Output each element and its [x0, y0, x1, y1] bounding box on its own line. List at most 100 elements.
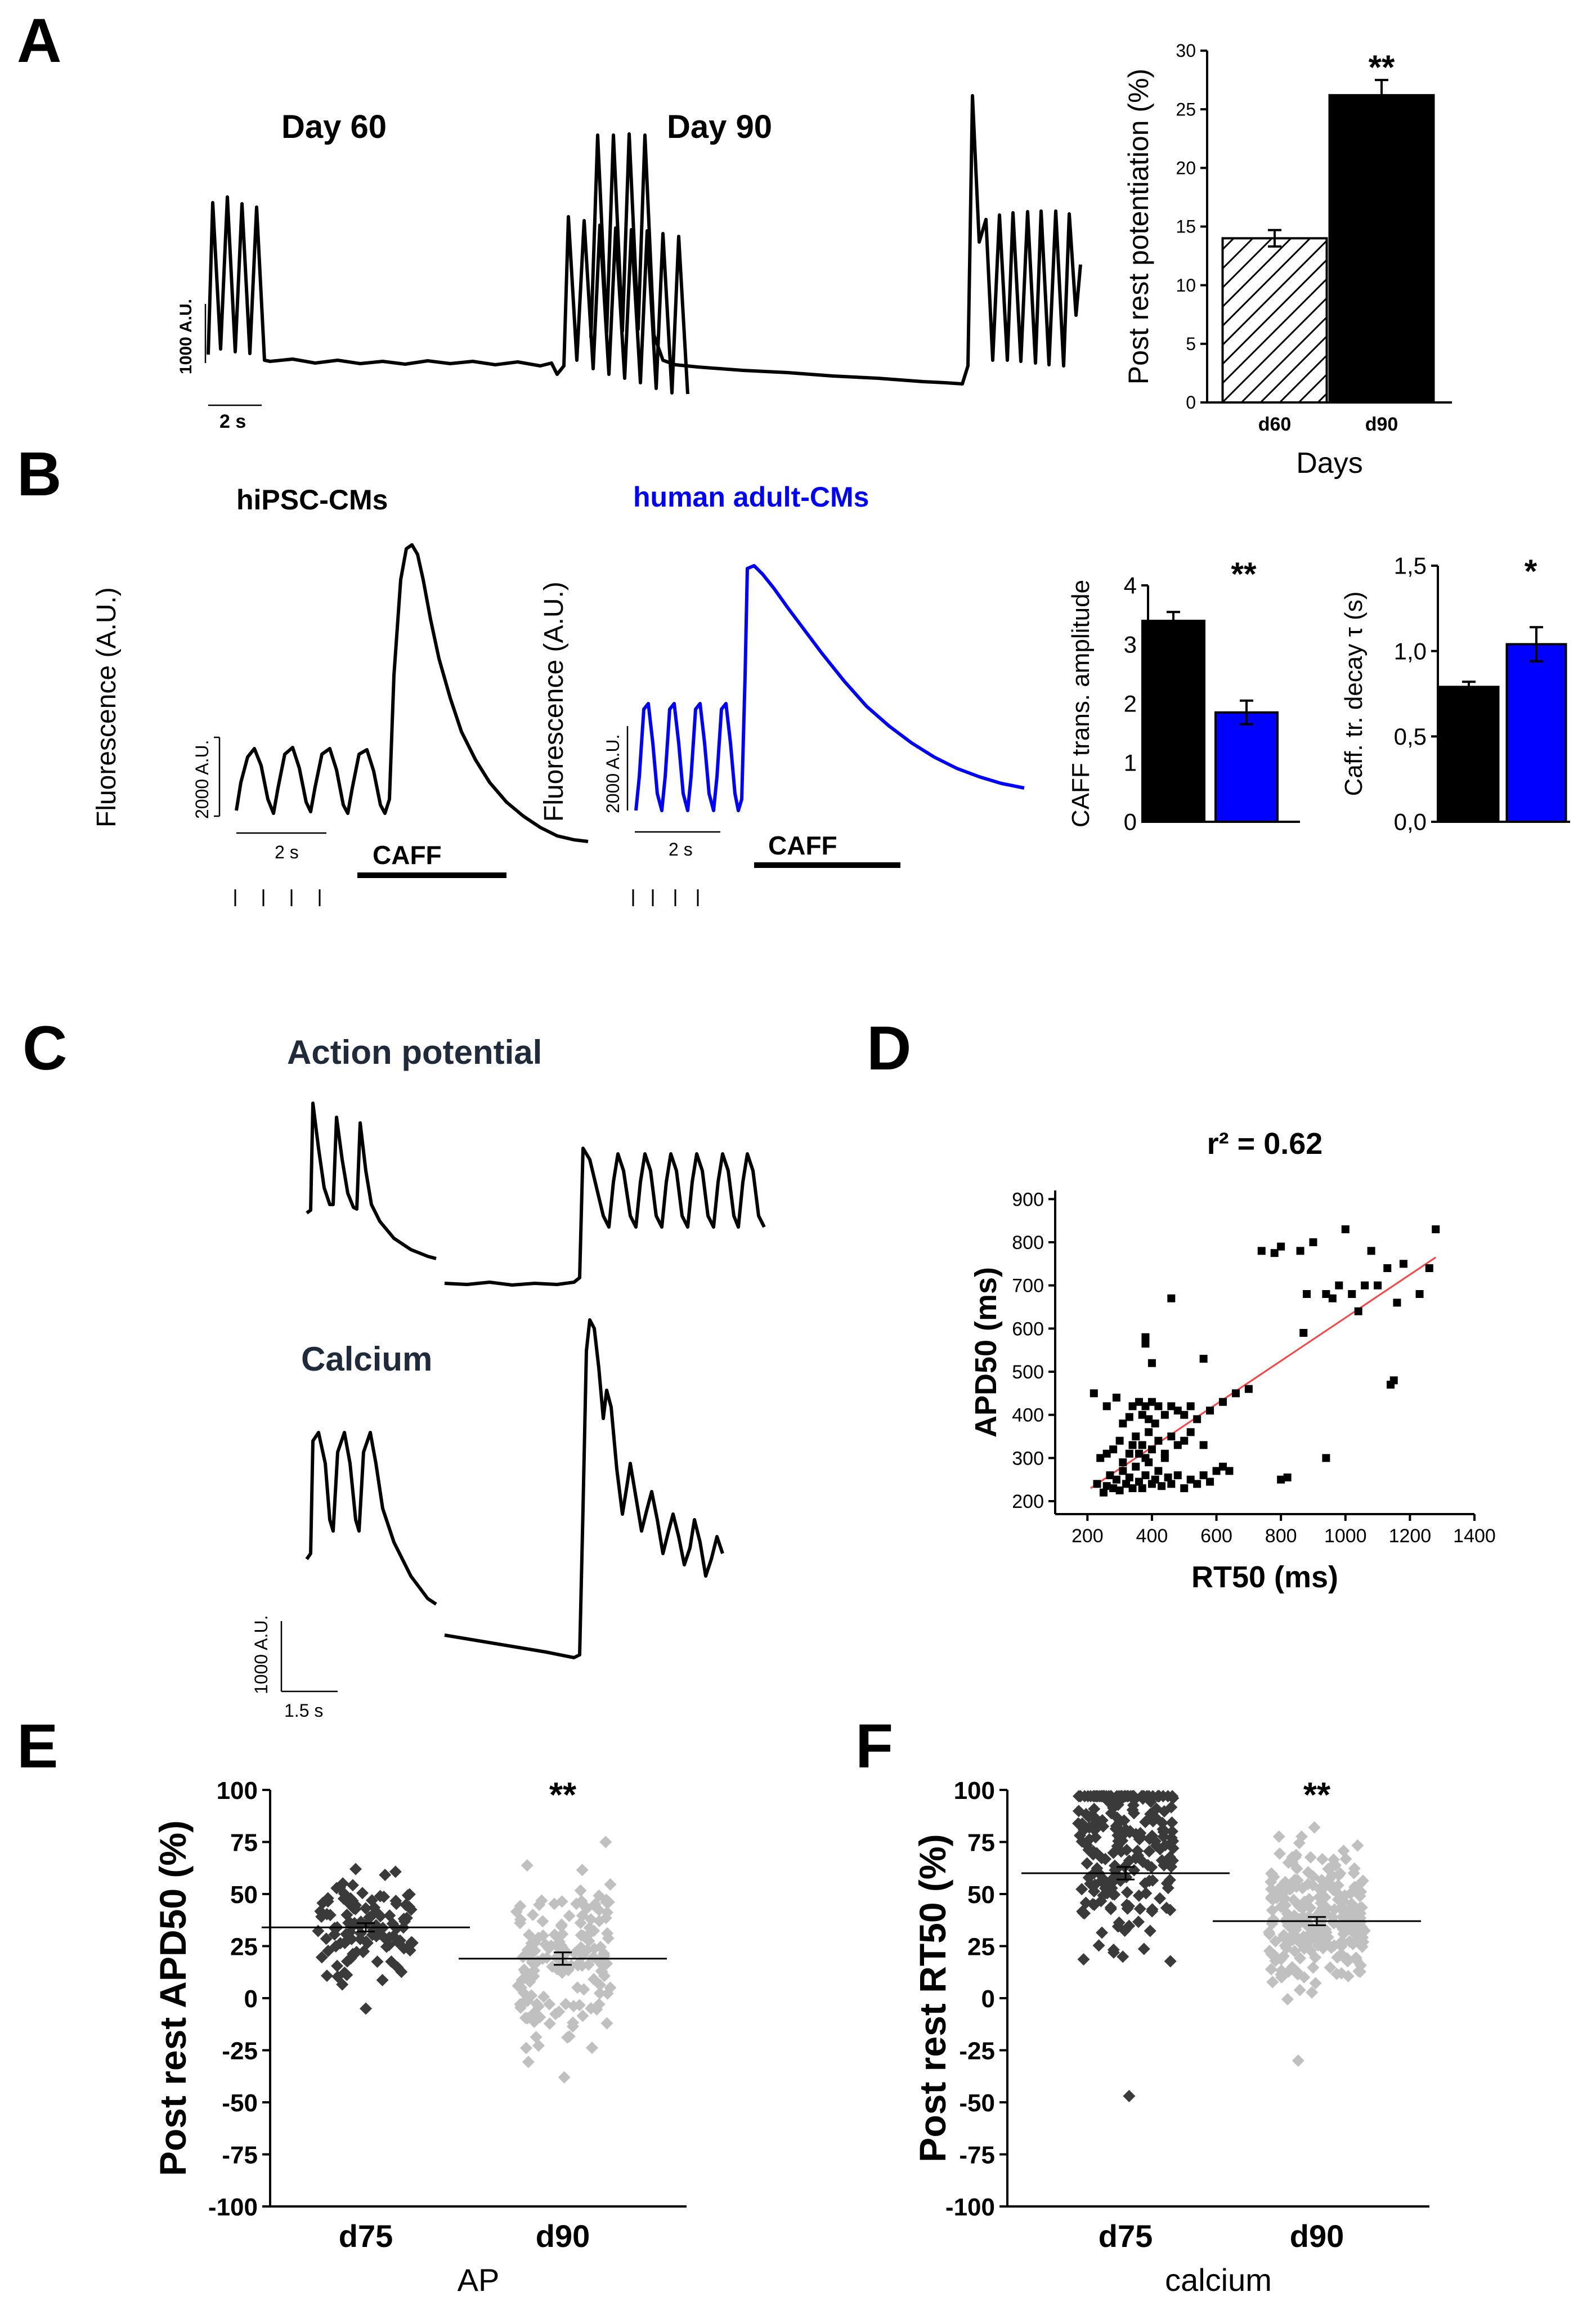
data-point	[1142, 1845, 1155, 1858]
data-point	[344, 1919, 357, 1932]
data-point	[1107, 1846, 1120, 1859]
data-point	[1328, 1294, 1337, 1302]
data-point	[1361, 1281, 1369, 1290]
data-point	[331, 1959, 344, 1972]
data-point	[558, 2071, 571, 2084]
data-point	[556, 1928, 569, 1941]
y-axis-label: Post rest APD50 (%)	[152, 1820, 194, 2176]
x-tick-label: 800	[1265, 1525, 1297, 1547]
data-point	[1180, 1484, 1189, 1492]
x-tick-label: d75	[1099, 2218, 1153, 2254]
data-point	[543, 2017, 556, 2030]
x-tick-label: 600	[1200, 1525, 1232, 1547]
bar-hiPSC-CMs	[1141, 620, 1205, 823]
data-point	[389, 1895, 402, 1908]
data-point	[1084, 1877, 1097, 1890]
data-point	[577, 1983, 590, 1996]
x-tick-label: d90	[536, 2218, 590, 2254]
data-point	[514, 1900, 527, 1913]
data-point	[548, 1897, 561, 1910]
data-point	[595, 1966, 608, 1978]
data-point	[1072, 1805, 1085, 1817]
data-point	[1119, 1458, 1127, 1466]
data-point	[1303, 1290, 1311, 1298]
y-tick-label: 1,0	[1394, 638, 1427, 664]
data-point	[1144, 1808, 1157, 1821]
data-point	[526, 1908, 539, 1921]
y-tick-label: 700	[1012, 1275, 1044, 1297]
y-tick-label: 800	[1012, 1232, 1044, 1254]
data-point	[1267, 1870, 1280, 1883]
data-point	[1352, 1965, 1365, 1978]
hipsc-title: hiPSC-CMs	[236, 484, 388, 516]
data-point	[1393, 1299, 1401, 1307]
data-point	[1425, 1264, 1433, 1272]
data-point	[545, 1939, 558, 1952]
data-point	[1167, 1834, 1180, 1847]
data-point	[1167, 1480, 1176, 1488]
data-point	[543, 1998, 556, 2011]
y-tick-label: -50	[222, 2089, 258, 2117]
data-point	[1099, 1488, 1108, 1497]
data-point	[1225, 1467, 1234, 1475]
data-point	[537, 1990, 550, 2003]
data-point	[599, 1836, 612, 1848]
data-point	[1302, 1866, 1315, 1879]
data-point	[1162, 1790, 1174, 1803]
data-point	[1117, 1950, 1129, 1963]
data-point	[1186, 1475, 1195, 1484]
data-point	[360, 2002, 373, 2015]
data-point	[1275, 1971, 1288, 1984]
data-point	[1277, 1931, 1290, 1944]
data-point	[555, 1918, 568, 1931]
data-point	[1293, 1837, 1306, 1850]
data-point	[1076, 1905, 1089, 1918]
data-point	[1279, 1899, 1292, 1911]
data-point	[1342, 1969, 1355, 1982]
data-point	[1275, 1880, 1288, 1893]
data-point	[1154, 1402, 1163, 1411]
data-point	[1128, 1441, 1137, 1449]
data-point	[1167, 1294, 1176, 1302]
b2-caff-label: CAFF	[768, 831, 837, 860]
y-tick-label: 900	[1012, 1189, 1044, 1210]
data-point	[1353, 1930, 1366, 1942]
data-point	[1137, 1790, 1150, 1803]
data-point	[1074, 1829, 1087, 1842]
data-point	[1335, 1281, 1343, 1290]
data-point	[1114, 1790, 1127, 1803]
ap-trace-1	[306, 1102, 437, 1260]
ap-title: Action potential	[287, 1033, 542, 1071]
data-point	[1141, 1333, 1150, 1341]
data-point	[1265, 1963, 1277, 1976]
data-point	[1308, 1928, 1321, 1941]
data-point	[1097, 1889, 1110, 1902]
data-point	[320, 1908, 333, 1921]
data-point	[1315, 1874, 1328, 1887]
x-axis-label: calcium	[1165, 2262, 1272, 2298]
data-point	[548, 1928, 561, 1941]
y-tick-label: 0	[244, 1985, 258, 2013]
y-tick-label: 50	[230, 1881, 258, 1909]
data-point	[1293, 1984, 1306, 1996]
y-tick-label: -75	[222, 2142, 258, 2169]
data-point	[551, 1963, 564, 1976]
data-point	[536, 1915, 549, 1928]
b1-caff-label: CAFF	[373, 840, 442, 870]
x-tick-label: 400	[1136, 1525, 1168, 1547]
data-point	[1112, 1394, 1120, 1402]
data-point	[1081, 1857, 1093, 1870]
bar-human adult-CMs	[1505, 643, 1567, 823]
data-point	[1164, 1955, 1177, 1968]
data-point	[1138, 1484, 1146, 1492]
data-point	[1139, 1815, 1152, 1828]
data-point	[1167, 1432, 1176, 1440]
x-tick-label: 1400	[1453, 1525, 1496, 1547]
data-point	[1122, 1480, 1131, 1488]
data-point	[1199, 1441, 1208, 1449]
data-point	[359, 1902, 372, 1915]
data-point	[1077, 1953, 1090, 1966]
data-point	[340, 1955, 353, 1968]
bar-d60	[1221, 237, 1328, 404]
data-point	[1296, 1247, 1304, 1255]
